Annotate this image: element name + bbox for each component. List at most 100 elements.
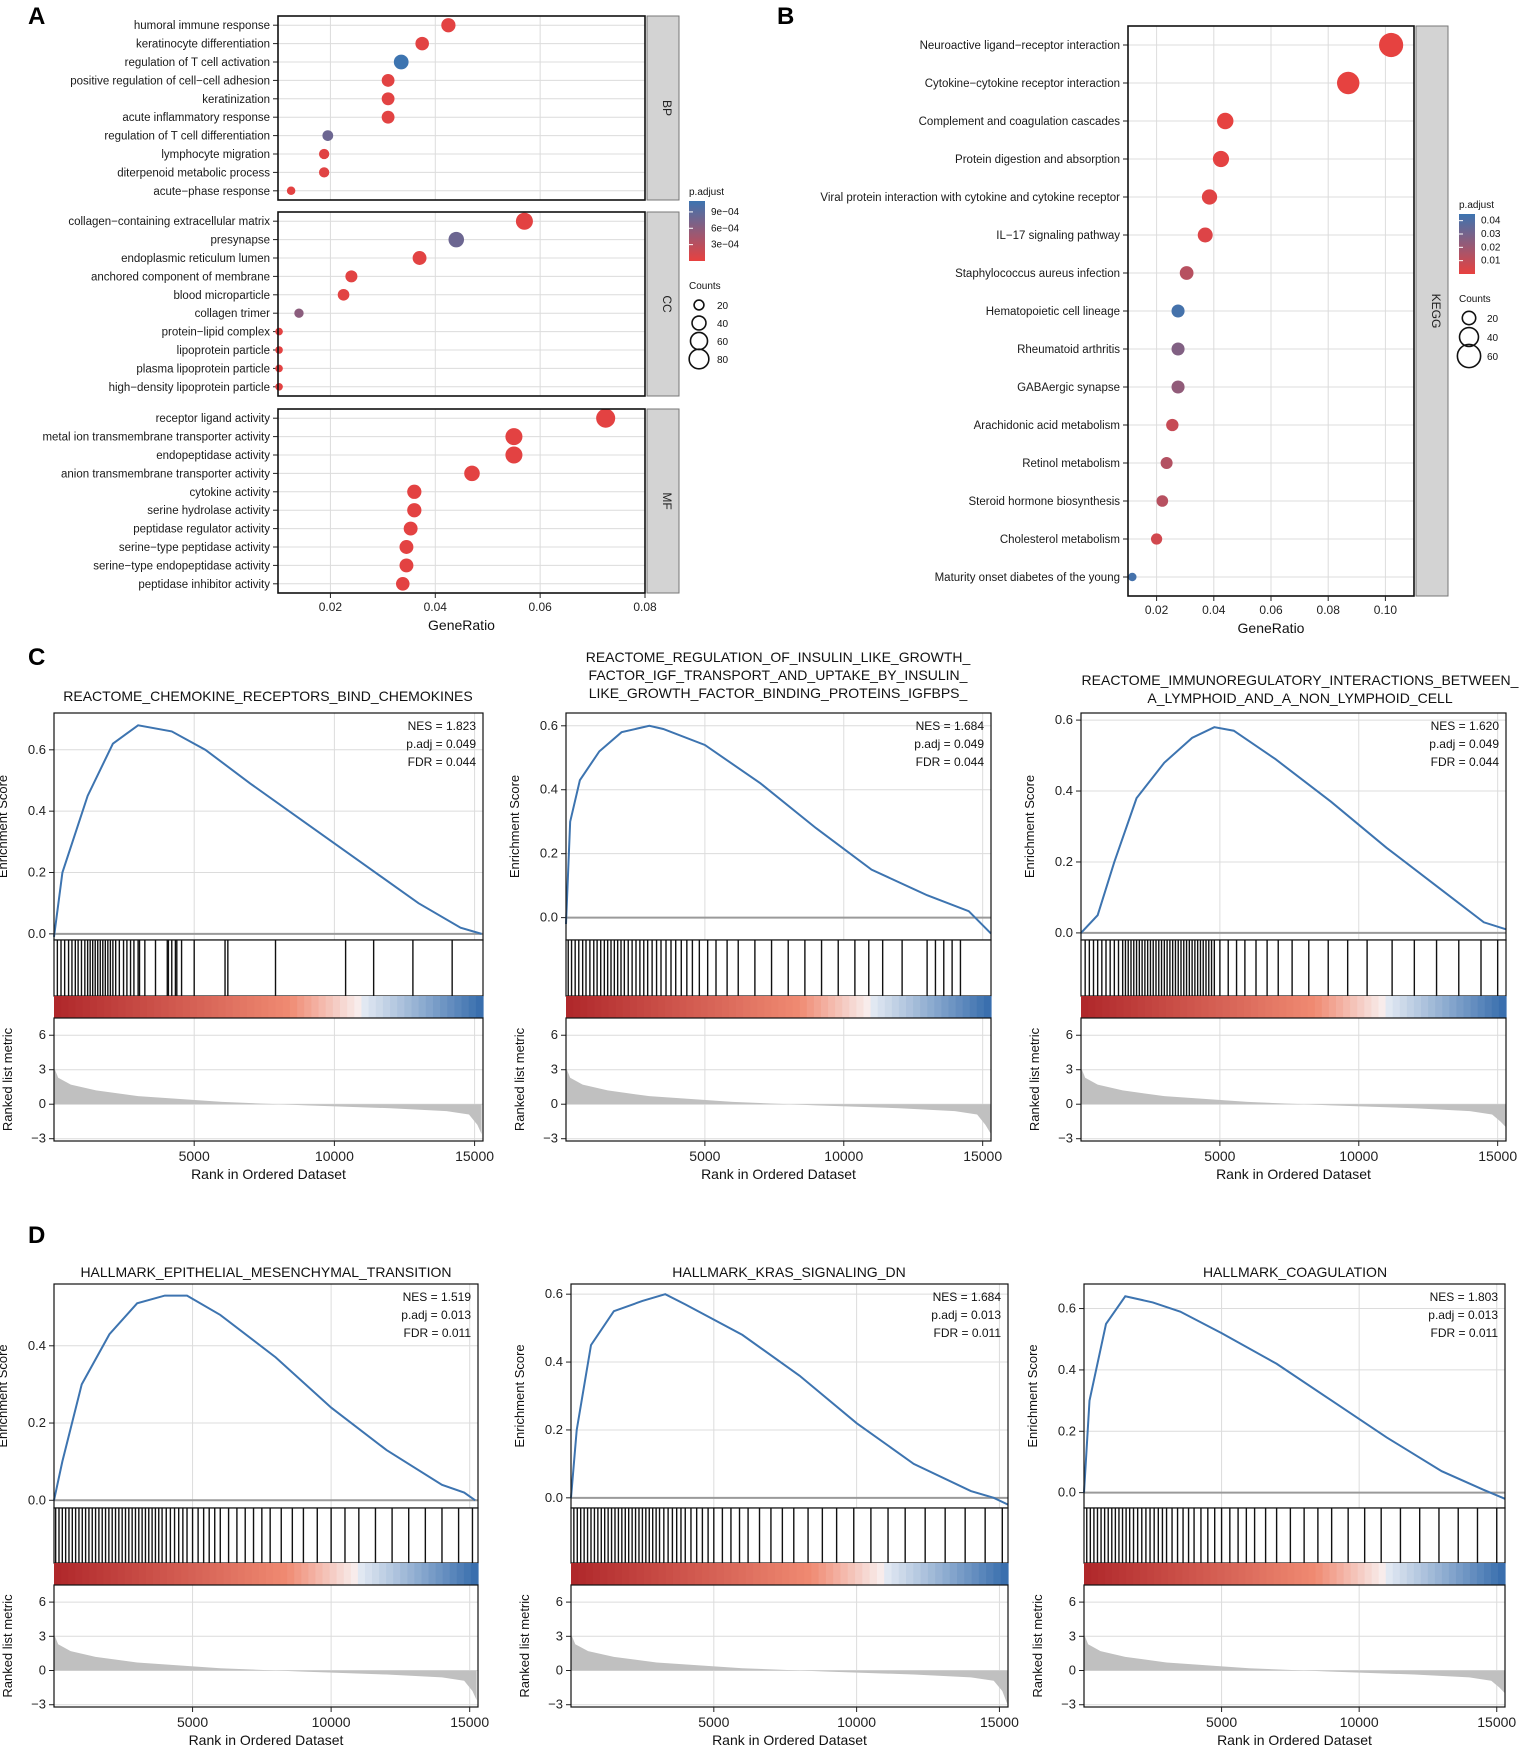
heat-cell xyxy=(89,1563,97,1585)
heat-cell xyxy=(407,1563,415,1585)
heat-cell xyxy=(1210,1563,1218,1585)
heat-cell xyxy=(1123,996,1132,1018)
heat-cell xyxy=(891,996,900,1018)
heat-cell xyxy=(354,996,363,1018)
data-point xyxy=(1166,418,1179,432)
y-axis-title: Ranked list metric xyxy=(0,1027,15,1131)
heat-cell xyxy=(1137,996,1146,1018)
heat-cell xyxy=(976,996,985,1018)
plot-frame xyxy=(53,1017,484,1142)
stat-label: p.adj = 0.013 xyxy=(931,1308,1001,1322)
heat-cell xyxy=(1420,1563,1429,1585)
data-point xyxy=(596,408,616,428)
data-point xyxy=(515,212,533,230)
legend-size-label: 80 xyxy=(717,355,729,366)
heat-cell xyxy=(294,1563,302,1585)
x-tick-label: 15000 xyxy=(1477,1714,1516,1730)
term-label: acute−phase response xyxy=(153,186,270,198)
heat-cell xyxy=(942,1563,951,1585)
heat-cell xyxy=(986,1563,995,1585)
y-tick-label: 0.4 xyxy=(28,803,46,818)
heat-cell xyxy=(372,1563,380,1585)
y-axis-title: Ranked list metric xyxy=(1030,1594,1045,1698)
heat-cell xyxy=(251,1563,260,1585)
heat-cell xyxy=(636,1563,645,1585)
data-point xyxy=(393,54,409,70)
ranked-metric-area xyxy=(1084,1634,1505,1694)
heat-cell xyxy=(124,1563,133,1585)
y-tick-label: 6 xyxy=(39,1027,46,1042)
heat-cell xyxy=(461,996,470,1018)
term-label: plasma lipoprotein particle xyxy=(136,363,270,375)
data-point xyxy=(381,73,395,87)
y-tick-label: 3 xyxy=(1066,1062,1073,1077)
legend-color-label: 9e−04 xyxy=(711,207,740,218)
heat-cell xyxy=(764,996,773,1018)
heat-cell xyxy=(261,996,270,1018)
x-tick-label: 15000 xyxy=(455,1148,494,1164)
heat-cell xyxy=(665,996,673,1018)
data-point xyxy=(464,465,480,482)
heat-cell xyxy=(1357,996,1365,1018)
heat-cell xyxy=(1399,1563,1408,1585)
plot-title: LIKE_GROWTH_FACTOR_BINDING_PROTEINS_IGFB… xyxy=(589,685,968,701)
term-label: GABAergic synapse xyxy=(1017,382,1120,394)
term-label: regulation of T cell activation xyxy=(125,57,270,69)
data-point xyxy=(505,428,523,446)
panel-c-gsea-plots: REACTOME_CHEMOKINE_RECEPTORS_BIND_CHEMOK… xyxy=(0,649,1519,1182)
heat-cell xyxy=(1091,1563,1099,1585)
heat-cell xyxy=(672,1563,681,1585)
panel-b-dotplot: Neuroactive ligand−receptor interaction C… xyxy=(820,25,1501,636)
heat-cell xyxy=(782,1563,791,1585)
heat-cell xyxy=(957,1563,965,1585)
heat-cell xyxy=(239,996,248,1018)
stat-label: p.adj = 0.049 xyxy=(914,737,984,751)
y-axis-title: Ranked list metric xyxy=(0,1594,15,1698)
y-tick-label: 0.4 xyxy=(545,1354,563,1369)
heat-cell xyxy=(1088,996,1096,1018)
heat-cell xyxy=(96,996,105,1018)
heat-cell xyxy=(1252,1563,1261,1585)
legend-size-label: 40 xyxy=(1487,333,1499,344)
heat-cell xyxy=(629,1563,638,1585)
y-tick-label: 3 xyxy=(39,1628,46,1643)
heat-cell xyxy=(643,996,652,1018)
data-point xyxy=(322,130,334,141)
heat-cell xyxy=(167,1563,175,1585)
heat-cell xyxy=(847,1563,856,1585)
y-axis-title: Ranked list metric xyxy=(1027,1027,1042,1131)
heat-cell xyxy=(68,996,77,1018)
hits-band xyxy=(53,1507,479,1564)
x-tick-label: 5000 xyxy=(177,1714,208,1730)
heat-cell xyxy=(760,1563,769,1585)
heat-cell xyxy=(379,1563,387,1585)
heat-cell xyxy=(651,996,659,1018)
y-axis-title: Ranked list metric xyxy=(512,1027,527,1131)
heat-cell xyxy=(282,996,291,1018)
x-axis-title: Rank in Ordered Dataset xyxy=(1216,1166,1371,1182)
term-label: high−density lipoprotein particle xyxy=(109,382,270,394)
term-label: endoplasmic reticulum lumen xyxy=(121,253,270,265)
heat-cell xyxy=(1413,996,1422,1018)
heat-cell xyxy=(96,1563,105,1585)
heat-cell xyxy=(1392,996,1401,1018)
heat-cell xyxy=(1189,1563,1197,1585)
heat-cell xyxy=(1095,996,1103,1018)
heat-cell xyxy=(1098,1563,1106,1585)
heat-cell xyxy=(811,1563,820,1585)
y-tick-label: −3 xyxy=(548,1697,563,1712)
ranked-metric-area xyxy=(571,1634,1008,1706)
heat-cell xyxy=(209,1563,218,1585)
legend-color-label: 6e−04 xyxy=(711,223,740,234)
heat-cell xyxy=(204,996,212,1018)
heat-cell xyxy=(232,996,241,1018)
y-tick-label: 0.0 xyxy=(28,1492,46,1507)
heat-cell xyxy=(1243,996,1252,1018)
heat-cell xyxy=(368,996,377,1018)
heat-cell xyxy=(1196,1563,1204,1585)
plot-title: HALLMARK_COAGULATION xyxy=(1203,1264,1387,1280)
heat-cell xyxy=(629,996,638,1018)
heat-cell xyxy=(1215,996,1224,1018)
heat-cell xyxy=(679,996,688,1018)
data-point xyxy=(1171,380,1185,394)
